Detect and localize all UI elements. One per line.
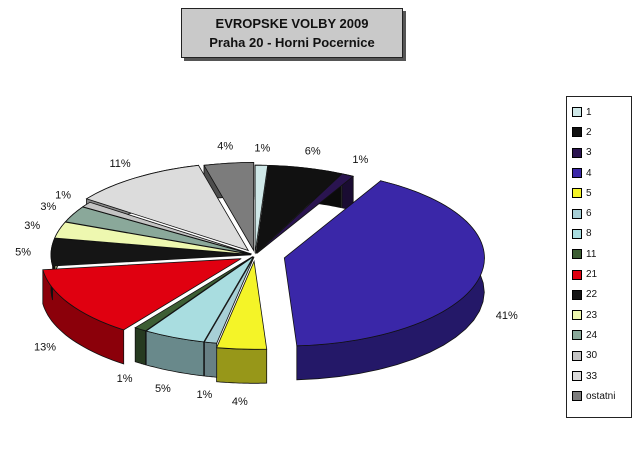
pie-label-22: 5%	[15, 247, 31, 259]
legend-item-ostatni: ostatni	[572, 386, 631, 406]
legend-label: 8	[586, 228, 592, 240]
pie-label-33: 11%	[109, 158, 130, 170]
pie-side-6	[204, 341, 218, 378]
pie-slice-30	[81, 201, 252, 255]
legend-swatch	[572, 310, 582, 321]
pie-chart: 1% 6%1%41%4%1%5%1%13%5%3%3%1%11%4%	[15, 140, 518, 408]
legend-item-3: 3	[572, 143, 631, 163]
legend-label: 4	[586, 167, 592, 179]
pie-label-5: 4%	[232, 396, 248, 408]
pie-slice-ostatni	[203, 162, 255, 252]
legend-label: ostatni	[586, 390, 616, 402]
pie-slice-5	[216, 259, 268, 350]
legend-label: 3	[586, 147, 592, 159]
legend-list: 1 2 3 4 5 6 8 11 21 22 23 24 30 33 ostatni	[572, 102, 631, 406]
pie-label-11: 1%	[117, 373, 133, 385]
legend-item-22: 22	[572, 285, 631, 305]
legend-swatch	[572, 289, 582, 300]
pie-slice-8	[145, 256, 254, 343]
pie-label-1: 1%	[254, 142, 270, 154]
pie-slice-33	[85, 164, 250, 252]
legend-label: 5	[586, 187, 592, 199]
legend-label: 24	[586, 329, 598, 341]
legend-item-8: 8	[572, 224, 631, 244]
chart-subtitle: Praha 20 - Horni Pocernice	[209, 35, 375, 50]
chart-title-box: EVROPSKE VOLBY 2009 Praha 20 - Horni Poc…	[181, 8, 403, 58]
pie-label-21: 13%	[34, 342, 56, 354]
legend-swatch	[572, 168, 582, 179]
pie-slice-3	[256, 173, 355, 254]
legend-swatch	[572, 147, 582, 158]
pie-label-2: 6%	[305, 146, 321, 158]
legend-item-24: 24	[572, 325, 631, 345]
legend-swatch	[572, 107, 582, 118]
legend-item-6: 6	[572, 203, 631, 223]
legend-swatch	[572, 371, 582, 381]
legend-item-11: 11	[572, 244, 631, 264]
legend-item-23: 23	[572, 305, 631, 325]
legend-swatch	[572, 188, 582, 199]
legend-label: 33	[586, 370, 598, 382]
pie-slice-21	[42, 258, 242, 331]
legend-label: 11	[586, 248, 597, 260]
legend-label: 22	[586, 289, 598, 301]
legend-swatch	[572, 391, 582, 402]
pie-slice-22	[50, 238, 252, 267]
legend-swatch	[572, 228, 582, 239]
legend-swatch	[572, 127, 582, 138]
chart-legend: 1 2 3 4 5 6 8 11 21 22 23 24 30 33 ostatni	[566, 96, 632, 418]
legend-item-1: 1	[572, 102, 631, 122]
pie-slice-11	[134, 256, 254, 332]
pie-side-5	[216, 347, 268, 384]
legend-label: 21	[586, 269, 598, 281]
legend-item-33: 33	[572, 366, 631, 386]
legend-label: 23	[586, 309, 598, 321]
legend-item-2: 2	[572, 122, 631, 142]
pie-slice-2	[255, 164, 343, 255]
pie-label-3: 1%	[352, 154, 368, 166]
pie-label-6: 1%	[196, 389, 212, 401]
pie-label-ostatni: 4%	[217, 140, 233, 152]
pie-label-24: 3%	[40, 201, 56, 213]
legend-item-30: 30	[572, 346, 631, 366]
legend-label: 1	[586, 106, 592, 118]
legend-item-21: 21	[572, 264, 631, 284]
legend-swatch	[572, 249, 582, 260]
legend-label: 30	[586, 350, 598, 362]
legend-swatch	[572, 269, 582, 280]
legend-item-4: 4	[572, 163, 631, 183]
pie-label-8: 5%	[155, 383, 171, 395]
chart-title: EVROPSKE VOLBY 2009	[215, 16, 369, 31]
pie-label-23: 3%	[24, 220, 40, 232]
legend-swatch	[572, 350, 582, 361]
legend-swatch	[572, 208, 582, 219]
legend-item-5: 5	[572, 183, 631, 203]
legend-swatch	[572, 330, 582, 341]
pie-slice-1	[254, 164, 269, 254]
pie-label-30: 1%	[55, 189, 71, 201]
pie-side-11	[134, 327, 146, 366]
pie-slice-4	[283, 180, 485, 347]
pie-slice-6	[203, 256, 255, 344]
legend-label: 6	[586, 208, 592, 220]
legend-label: 2	[586, 126, 592, 138]
pie-label-4: 41%	[496, 310, 518, 322]
